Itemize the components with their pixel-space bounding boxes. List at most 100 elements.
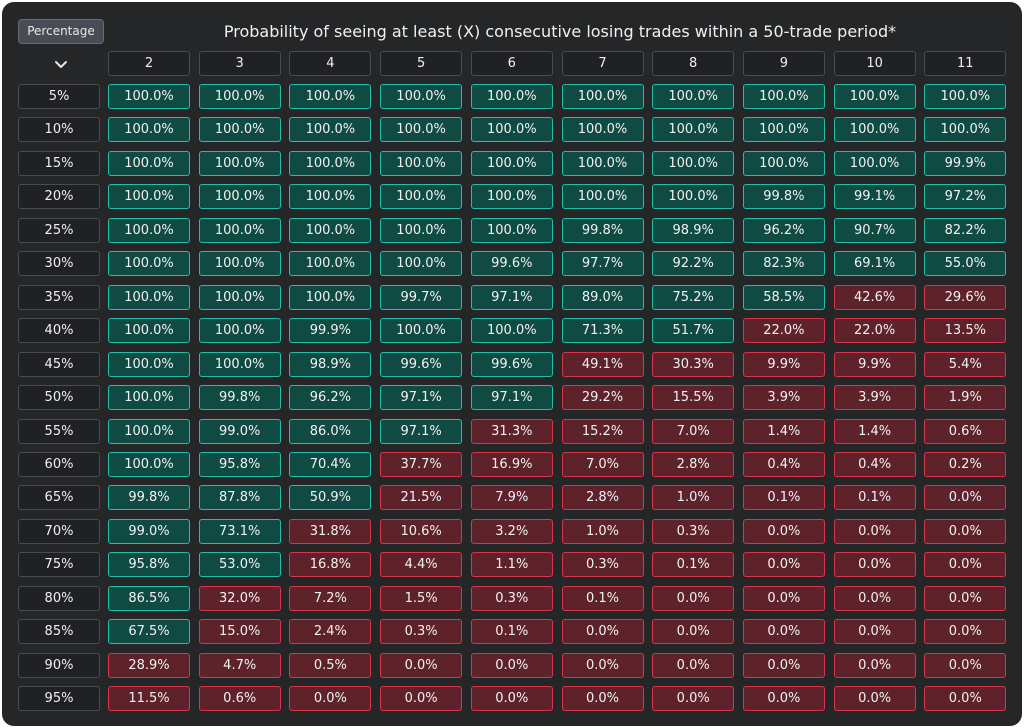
heatmap-cell: 100.0% bbox=[561, 150, 644, 176]
row-header-60pct: 60% bbox=[18, 451, 100, 477]
heatmap-cell: 0.0% bbox=[924, 485, 1007, 511]
row-header-10pct: 10% bbox=[18, 117, 100, 143]
heatmap-cell: 0.0% bbox=[924, 619, 1007, 645]
heatmap-cell: 100.0% bbox=[380, 318, 463, 344]
heatmap-cell: 0.0% bbox=[924, 585, 1007, 611]
heatmap-cell: 1.4% bbox=[742, 418, 825, 444]
heatmap-cell: 0.3% bbox=[470, 585, 553, 611]
heatmap-cell: 100.0% bbox=[652, 117, 735, 143]
heatmap-cell: 100.0% bbox=[561, 84, 644, 109]
heatmap-cell: 97.1% bbox=[470, 385, 553, 411]
heatmap-cell: 100.0% bbox=[198, 318, 281, 344]
heatmap-cell: 73.1% bbox=[198, 518, 281, 544]
row-header-75pct: 75% bbox=[18, 552, 100, 578]
heatmap-cell: 49.1% bbox=[561, 351, 644, 377]
heatmap-cell: 100.0% bbox=[198, 284, 281, 310]
heatmap-cell: 99.8% bbox=[108, 485, 190, 511]
heatmap-cell: 22.0% bbox=[742, 318, 825, 344]
heatmap-cell: 100.0% bbox=[742, 150, 825, 176]
heatmap-cell: 99.8% bbox=[198, 385, 281, 411]
row-header-20pct: 20% bbox=[18, 184, 100, 210]
row-header-30pct: 30% bbox=[18, 251, 100, 277]
heatmap-cell: 0.1% bbox=[561, 585, 644, 611]
heatmap-cell: 0.2% bbox=[924, 451, 1007, 477]
heatmap-cell: 100.0% bbox=[108, 351, 190, 377]
heatmap-cell: 99.0% bbox=[198, 418, 281, 444]
heatmap-cell: 0.4% bbox=[742, 451, 825, 477]
heatmap-cell: 1.0% bbox=[561, 518, 644, 544]
heatmap-cell: 58.5% bbox=[742, 284, 825, 310]
column-header-4: 4 bbox=[289, 51, 372, 76]
heatmap-cell: 10.6% bbox=[380, 518, 463, 544]
column-header-3: 3 bbox=[198, 51, 281, 76]
heatmap-cell: 98.9% bbox=[652, 217, 735, 243]
heatmap-cell: 82.2% bbox=[924, 217, 1007, 243]
heatmap-cell: 100.0% bbox=[108, 451, 190, 477]
heatmap-cell: 99.0% bbox=[108, 518, 190, 544]
heatmap-cell: 21.5% bbox=[380, 485, 463, 511]
heatmap-cell: 16.9% bbox=[470, 451, 553, 477]
percentage-button[interactable]: Percentage bbox=[18, 19, 104, 44]
heatmap-cell: 0.0% bbox=[833, 552, 916, 578]
heatmap-cell: 97.2% bbox=[924, 184, 1007, 210]
heatmap-cell: 99.8% bbox=[561, 217, 644, 243]
heatmap-cell: 71.3% bbox=[561, 318, 644, 344]
heatmap-cell: 0.0% bbox=[380, 652, 463, 678]
heatmap-cell: 4.4% bbox=[380, 552, 463, 578]
heatmap-cell: 100.0% bbox=[380, 251, 463, 277]
heatmap-cell: 53.0% bbox=[198, 552, 281, 578]
heatmap-cell: 70.4% bbox=[289, 451, 372, 477]
row-header-40pct: 40% bbox=[18, 318, 100, 344]
heatmap-cell: 100.0% bbox=[833, 150, 916, 176]
heatmap-cell: 7.9% bbox=[470, 485, 553, 511]
row-header-70pct: 70% bbox=[18, 518, 100, 544]
heatmap-cell: 0.0% bbox=[380, 686, 463, 712]
heatmap-cell: 100.0% bbox=[198, 150, 281, 176]
heatmap-cell: 100.0% bbox=[108, 418, 190, 444]
heatmap-cell: 2.8% bbox=[652, 451, 735, 477]
heatmap-cell: 0.0% bbox=[742, 619, 825, 645]
heatmap-cell: 0.1% bbox=[652, 552, 735, 578]
heatmap-cell: 82.3% bbox=[742, 251, 825, 277]
heatmap-cell: 31.8% bbox=[289, 518, 372, 544]
heatmap-cell: 100.0% bbox=[561, 117, 644, 143]
heatmap-cell: 13.5% bbox=[924, 318, 1007, 344]
row-header-95pct: 95% bbox=[18, 686, 100, 712]
heatmap-cell: 0.4% bbox=[833, 451, 916, 477]
heatmap-cell: 51.7% bbox=[652, 318, 735, 344]
heatmap-cell: 100.0% bbox=[108, 117, 190, 143]
heatmap-cell: 100.0% bbox=[833, 117, 916, 143]
heatmap-cell: 0.0% bbox=[924, 652, 1007, 678]
row-header-35pct: 35% bbox=[18, 284, 100, 310]
heatmap-cell: 100.0% bbox=[380, 184, 463, 210]
heatmap-cell: 0.0% bbox=[833, 686, 916, 712]
row-header-85pct: 85% bbox=[18, 619, 100, 645]
heatmap-cell: 0.0% bbox=[652, 619, 735, 645]
heatmap-cell: 69.1% bbox=[833, 251, 916, 277]
heatmap-cell: 0.5% bbox=[289, 652, 372, 678]
heatmap-cell: 99.9% bbox=[289, 318, 372, 344]
row-selector-dropdown[interactable] bbox=[20, 53, 102, 77]
heatmap-cell: 100.0% bbox=[652, 84, 735, 109]
heatmap-cell: 100.0% bbox=[652, 150, 735, 176]
heatmap-cell: 1.1% bbox=[470, 552, 553, 578]
heatmap-cell: 100.0% bbox=[833, 84, 916, 109]
heatmap-cell: 100.0% bbox=[652, 184, 735, 210]
chevron-down-icon bbox=[55, 61, 67, 68]
heatmap-cell: 100.0% bbox=[289, 284, 372, 310]
heatmap-cell: 16.8% bbox=[289, 552, 372, 578]
heatmap-cell: 28.9% bbox=[108, 652, 190, 678]
heatmap-cell: 90.7% bbox=[833, 217, 916, 243]
heatmap-cell: 100.0% bbox=[470, 84, 553, 109]
heatmap-cell: 0.1% bbox=[470, 619, 553, 645]
heatmap-cell: 0.0% bbox=[561, 686, 644, 712]
heatmap-cell: 96.2% bbox=[742, 217, 825, 243]
heatmap-cell: 0.0% bbox=[833, 619, 916, 645]
heatmap-cell: 100.0% bbox=[289, 84, 372, 109]
heatmap-cell: 2.8% bbox=[561, 485, 644, 511]
heatmap-cell: 100.0% bbox=[289, 251, 372, 277]
heatmap-cell: 1.4% bbox=[833, 418, 916, 444]
heatmap-cell: 7.0% bbox=[561, 451, 644, 477]
